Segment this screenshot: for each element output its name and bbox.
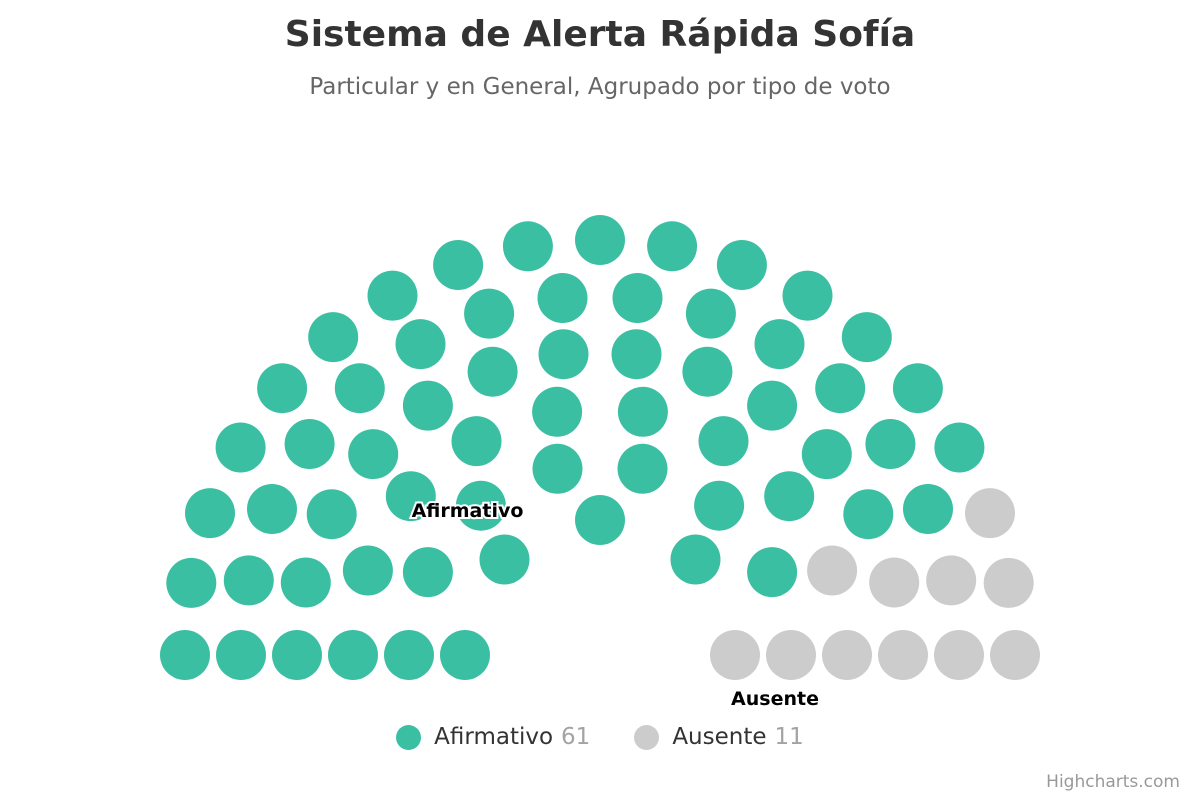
seat-afirmativo[interactable]: [575, 495, 625, 545]
seat-afirmativo[interactable]: [532, 443, 583, 494]
chart-title: Sistema de Alerta Rápida Sofía: [284, 14, 916, 55]
seat-afirmativo[interactable]: [841, 312, 892, 363]
seat-afirmativo[interactable]: [764, 471, 815, 522]
seat-afirmativo[interactable]: [892, 363, 943, 414]
seat-ausente[interactable]: [983, 557, 1034, 608]
seat-afirmativo[interactable]: [467, 346, 518, 397]
seat-afirmativo[interactable]: [537, 273, 588, 323]
seat-afirmativo[interactable]: [334, 363, 385, 414]
data-label-ausente: Ausente: [731, 688, 819, 710]
seat-afirmativo[interactable]: [694, 480, 745, 531]
seat-afirmativo[interactable]: [502, 221, 553, 272]
seat-afirmativo[interactable]: [455, 480, 506, 531]
seat-afirmativo[interactable]: [402, 547, 453, 598]
seat-afirmativo[interactable]: [611, 329, 662, 380]
seat-afirmativo[interactable]: [385, 471, 436, 522]
seat-afirmativo[interactable]: [903, 484, 953, 534]
legend-symbol-ausente: [634, 724, 660, 750]
seat-ausente[interactable]: [822, 630, 872, 680]
seat-afirmativo[interactable]: [815, 363, 866, 414]
legend-count-afirmativo: 61: [561, 724, 591, 750]
seat-afirmativo[interactable]: [782, 270, 833, 321]
seat-afirmativo[interactable]: [716, 240, 767, 290]
seat-ausente[interactable]: [965, 488, 1015, 539]
legend-symbol-afirmativo: [396, 724, 422, 750]
seat-afirmativo[interactable]: [575, 215, 625, 265]
seat-afirmativo[interactable]: [843, 489, 894, 540]
seat-afirmativo[interactable]: [440, 630, 490, 680]
seat-afirmativo[interactable]: [166, 557, 217, 608]
seat-afirmativo[interactable]: [801, 429, 852, 480]
seat-afirmativo[interactable]: [160, 630, 210, 680]
seat-afirmativo[interactable]: [747, 547, 798, 598]
seat-afirmativo[interactable]: [308, 312, 359, 363]
legend-label-ausente: Ausente: [672, 724, 767, 750]
seat-afirmativo[interactable]: [754, 319, 805, 370]
seat-afirmativo[interactable]: [284, 419, 335, 469]
chart-subtitle: Particular y en General, Agrupado por ti…: [309, 74, 891, 100]
seat-afirmativo[interactable]: [185, 488, 235, 539]
seat-ausente[interactable]: [926, 555, 977, 606]
seat-afirmativo[interactable]: [934, 422, 985, 473]
seat-afirmativo[interactable]: [328, 630, 378, 680]
seat-ausente[interactable]: [766, 630, 816, 680]
legend-item-ausente[interactable]: Ausente 11: [634, 724, 804, 750]
seat-afirmativo[interactable]: [682, 346, 733, 397]
seat-ausente[interactable]: [878, 630, 928, 680]
seat-afirmativo[interactable]: [479, 534, 530, 585]
seat-afirmativo[interactable]: [617, 443, 668, 494]
series-ausente: [710, 488, 1040, 680]
seat-ausente[interactable]: [990, 630, 1040, 680]
legend-item-afirmativo[interactable]: Afirmativo 61: [396, 724, 590, 750]
seat-afirmativo[interactable]: [451, 416, 502, 467]
seat-ausente[interactable]: [710, 630, 760, 680]
seat-afirmativo[interactable]: [216, 630, 266, 680]
seat-afirmativo[interactable]: [402, 380, 453, 431]
seat-afirmativo[interactable]: [464, 288, 515, 339]
seat-afirmativo[interactable]: [280, 557, 331, 608]
legend: Afirmativo 61 Ausente 11: [0, 724, 1200, 750]
seat-afirmativo[interactable]: [698, 416, 749, 467]
seat-afirmativo[interactable]: [395, 319, 446, 370]
seat-ausente[interactable]: [807, 545, 858, 596]
seat-afirmativo[interactable]: [367, 270, 418, 321]
seat-afirmativo[interactable]: [223, 555, 274, 606]
seat-afirmativo[interactable]: [247, 484, 297, 534]
credits-link[interactable]: Highcharts.com: [1046, 772, 1180, 792]
seat-afirmativo[interactable]: [865, 419, 916, 469]
seat-afirmativo[interactable]: [647, 221, 698, 272]
data-label-afirmativo: Afirmativo: [412, 500, 524, 522]
legend-count-ausente: 11: [774, 724, 804, 750]
seat-afirmativo[interactable]: [215, 422, 266, 473]
seat-afirmativo[interactable]: [685, 288, 736, 339]
seat-afirmativo[interactable]: [348, 429, 399, 480]
seat-afirmativo[interactable]: [670, 534, 721, 585]
seat-afirmativo[interactable]: [384, 630, 434, 680]
seat-afirmativo[interactable]: [532, 386, 583, 437]
seat-afirmativo[interactable]: [306, 489, 357, 540]
seat-afirmativo[interactable]: [272, 630, 322, 680]
seat-afirmativo[interactable]: [342, 545, 393, 596]
seat-ausente[interactable]: [934, 630, 984, 680]
seat-afirmativo[interactable]: [538, 329, 589, 380]
seat-afirmativo[interactable]: [433, 240, 484, 290]
seat-afirmativo[interactable]: [612, 273, 663, 323]
seat-afirmativo[interactable]: [747, 380, 798, 431]
seat-afirmativo[interactable]: [257, 363, 308, 414]
legend-label-afirmativo: Afirmativo: [434, 724, 554, 750]
seat-ausente[interactable]: [869, 557, 920, 608]
series-afirmativo: [160, 215, 985, 680]
seat-afirmativo[interactable]: [617, 386, 668, 437]
